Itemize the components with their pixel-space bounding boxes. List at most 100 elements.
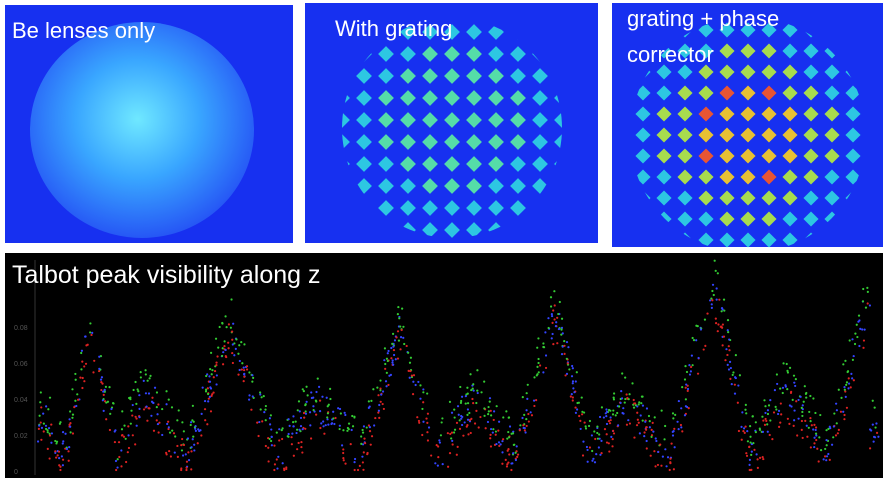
- point: [338, 424, 341, 427]
- point: [598, 415, 602, 419]
- point: [231, 338, 234, 341]
- point: [828, 458, 831, 461]
- point: [518, 429, 521, 432]
- point: [409, 369, 412, 373]
- point: [605, 441, 609, 444]
- point: [612, 409, 615, 412]
- point: [422, 388, 425, 391]
- point: [671, 412, 675, 415]
- point: [845, 383, 848, 386]
- spot: [635, 85, 651, 101]
- point: [556, 316, 559, 319]
- point: [231, 351, 234, 355]
- point: [276, 467, 279, 470]
- spot: [532, 156, 548, 172]
- point: [526, 397, 529, 401]
- point: [726, 319, 730, 322]
- point: [231, 361, 234, 365]
- spot: [719, 43, 735, 59]
- point: [600, 451, 603, 455]
- point: [689, 365, 693, 369]
- spot: [444, 24, 460, 40]
- point: [411, 393, 415, 396]
- point: [192, 435, 195, 438]
- point: [99, 378, 103, 381]
- point: [441, 463, 444, 466]
- point: [434, 462, 437, 465]
- spot: [400, 134, 416, 150]
- point: [346, 429, 349, 432]
- spot: [510, 178, 526, 194]
- point: [835, 422, 838, 425]
- point: [573, 391, 576, 394]
- point: [437, 456, 440, 459]
- point: [401, 307, 404, 310]
- point: [553, 290, 556, 293]
- point: [186, 437, 190, 440]
- point: [840, 396, 843, 399]
- point: [716, 330, 719, 333]
- point: [418, 421, 421, 424]
- point: [748, 458, 751, 461]
- spot: [803, 211, 819, 227]
- point: [251, 374, 254, 377]
- spot: [488, 178, 504, 194]
- spot: [740, 43, 756, 59]
- point: [779, 421, 782, 424]
- point: [681, 430, 684, 433]
- point: [514, 458, 518, 462]
- point: [283, 468, 286, 472]
- point: [305, 385, 308, 388]
- spot: [356, 68, 372, 84]
- spot: [656, 64, 672, 80]
- point: [98, 369, 101, 373]
- spot: [761, 190, 777, 206]
- point: [653, 450, 656, 453]
- point: [516, 455, 519, 458]
- point: [113, 440, 117, 444]
- point: [456, 405, 460, 408]
- spot: [422, 222, 438, 238]
- point: [806, 435, 809, 438]
- point: [135, 424, 138, 427]
- point: [522, 426, 525, 430]
- point: [753, 448, 756, 451]
- point: [819, 449, 823, 452]
- point: [60, 455, 63, 458]
- point: [466, 413, 469, 416]
- point: [801, 436, 804, 440]
- point: [711, 299, 714, 302]
- point: [302, 390, 305, 393]
- spot: [378, 200, 394, 216]
- point: [362, 425, 366, 428]
- point: [510, 462, 513, 465]
- point: [644, 420, 647, 423]
- point: [61, 442, 64, 445]
- point: [391, 361, 394, 364]
- point: [829, 427, 832, 430]
- point: [464, 402, 467, 405]
- point: [639, 414, 642, 417]
- point: [710, 306, 713, 310]
- point: [473, 422, 477, 425]
- point: [792, 424, 795, 427]
- point: [673, 446, 676, 449]
- point: [84, 362, 88, 365]
- point: [387, 383, 390, 387]
- point: [170, 406, 174, 409]
- point: [181, 454, 185, 457]
- point: [726, 363, 729, 366]
- point: [660, 409, 663, 412]
- point: [645, 428, 648, 431]
- point: [732, 371, 735, 374]
- point: [452, 431, 456, 434]
- point: [74, 372, 77, 376]
- point: [461, 415, 464, 419]
- point: [633, 402, 636, 405]
- spot: [803, 43, 819, 59]
- point: [810, 424, 813, 427]
- point: [524, 431, 527, 434]
- point: [523, 429, 526, 432]
- spot: [782, 127, 798, 143]
- point: [635, 424, 639, 427]
